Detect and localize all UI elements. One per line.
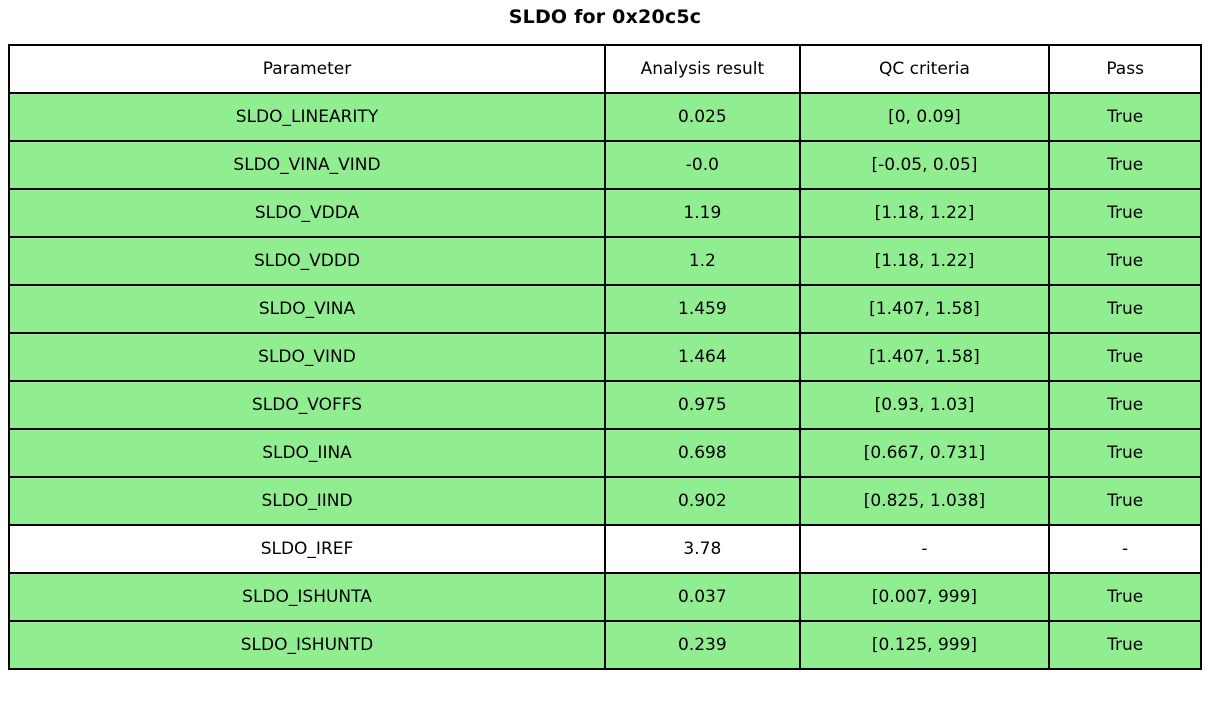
analysis-result-cell: 1.19 bbox=[604, 188, 801, 238]
parameter-cell: SLDO_VINA_VIND bbox=[7, 140, 607, 190]
table-row: SLDO_LINEARITY 0.025 [0, 0.09] True bbox=[7, 92, 1202, 142]
pass-cell: True bbox=[1048, 236, 1202, 286]
table-row: SLDO_IREF 3.78- - bbox=[7, 524, 1202, 574]
pass-cell: True bbox=[1048, 380, 1202, 430]
analysis-result-cell: -0.0 bbox=[604, 140, 801, 190]
column-header-analysis-result: Analysis result bbox=[604, 44, 801, 94]
analysis-result-cell: 0.902 bbox=[604, 476, 801, 526]
pass-cell: True bbox=[1048, 332, 1202, 382]
column-header-qc-criteria: QC criteria bbox=[798, 44, 1051, 94]
table-row: SLDO_VDDA 1.19 [1.18, 1.22] True bbox=[7, 188, 1202, 238]
pass-cell: True bbox=[1048, 188, 1202, 238]
analysis-result-cell: 1.464 bbox=[604, 332, 801, 382]
table-row: SLDO_ISHUNTA 0.037 [0.007, 999] True bbox=[7, 572, 1202, 622]
table-row: SLDO_VIND 1.464 [1.407, 1.58] True bbox=[7, 332, 1202, 382]
column-header-pass: Pass bbox=[1048, 44, 1202, 94]
qc-criteria-cell: [1.407, 1.58] bbox=[798, 332, 1051, 382]
qc-criteria-cell: [0.007, 999] bbox=[798, 572, 1051, 622]
pass-cell: True bbox=[1048, 572, 1202, 622]
table-row: SLDO_ISHUNTD 0.239 [0.125, 999] True bbox=[7, 620, 1202, 670]
table-body: SLDO_LINEARITY 0.025 [0, 0.09] True SLDO_VIN… bbox=[7, 92, 1202, 670]
parameter-cell: SLDO_VINA bbox=[7, 284, 607, 334]
column-header-parameter: Parameter bbox=[7, 44, 607, 94]
qc-criteria-cell: [0, 0.09] bbox=[798, 92, 1051, 142]
qc-criteria-cell: [1.18, 1.22] bbox=[798, 236, 1051, 286]
table-row: SLDO_VDDD 1.2 [1.18, 1.22] True bbox=[7, 236, 1202, 286]
analysis-result-cell: 3.78 bbox=[604, 524, 801, 574]
analysis-result-cell: 1.459 bbox=[604, 284, 801, 334]
parameter-cell: SLDO_IIND bbox=[7, 476, 607, 526]
table-header-row: Parameter Analysis result QC criteria Pa… bbox=[7, 44, 1202, 94]
table-row: SLDO_VOFFS 0.975 [0.93, 1.03] True bbox=[7, 380, 1202, 430]
pass-cell: True bbox=[1048, 284, 1202, 334]
qc-criteria-cell: [1.18, 1.22] bbox=[798, 188, 1051, 238]
pass-cell: True bbox=[1048, 428, 1202, 478]
pass-cell: True bbox=[1048, 476, 1202, 526]
analysis-result-cell: 0.239 bbox=[604, 620, 801, 670]
table-row: SLDO_VINA_VIND -0.0 [-0.05, 0.05] True bbox=[7, 140, 1202, 190]
analysis-result-cell: 0.698 bbox=[604, 428, 801, 478]
parameter-cell: SLDO_ISHUNTD bbox=[7, 620, 607, 670]
table-row: SLDO_IINA 0.698 [0.667, 0.731] True bbox=[7, 428, 1202, 478]
pass-cell: - bbox=[1048, 524, 1202, 574]
table-row: SLDO_IIND 0.902 [0.825, 1.038] True bbox=[7, 476, 1202, 526]
parameter-cell: SLDO_IREF bbox=[7, 524, 607, 574]
analysis-result-cell: 0.975 bbox=[604, 380, 801, 430]
qc-criteria-cell: [0.125, 999] bbox=[798, 620, 1051, 670]
qc-results-table: Parameter Analysis result QC criteria Pa… bbox=[7, 44, 1202, 670]
parameter-cell: SLDO_ISHUNTA bbox=[7, 572, 607, 622]
parameter-cell: SLDO_LINEARITY bbox=[7, 92, 607, 142]
parameter-cell: SLDO_VDDA bbox=[7, 188, 607, 238]
qc-criteria-cell: [-0.05, 0.05] bbox=[798, 140, 1051, 190]
parameter-cell: SLDO_VIND bbox=[7, 332, 607, 382]
analysis-result-cell: 0.037 bbox=[604, 572, 801, 622]
parameter-cell: SLDO_IINA bbox=[7, 428, 607, 478]
pass-cell: True bbox=[1048, 140, 1202, 190]
parameter-cell: SLDO_VDDD bbox=[7, 236, 607, 286]
qc-criteria-cell: - bbox=[798, 524, 1051, 574]
qc-criteria-cell: [0.93, 1.03] bbox=[798, 380, 1051, 430]
qc-criteria-cell: [1.407, 1.58] bbox=[798, 284, 1051, 334]
qc-criteria-cell: [0.825, 1.038] bbox=[798, 476, 1051, 526]
analysis-result-cell: 0.025 bbox=[604, 92, 801, 142]
pass-cell: True bbox=[1048, 620, 1202, 670]
page-title: SLDO for 0x20c5c bbox=[508, 6, 702, 28]
qc-criteria-cell: [0.667, 0.731] bbox=[798, 428, 1051, 478]
table-row: SLDO_VINA 1.459 [1.407, 1.58] True bbox=[7, 284, 1202, 334]
pass-cell: True bbox=[1048, 92, 1202, 142]
parameter-cell: SLDO_VOFFS bbox=[7, 380, 607, 430]
analysis-result-cell: 1.2 bbox=[604, 236, 801, 286]
